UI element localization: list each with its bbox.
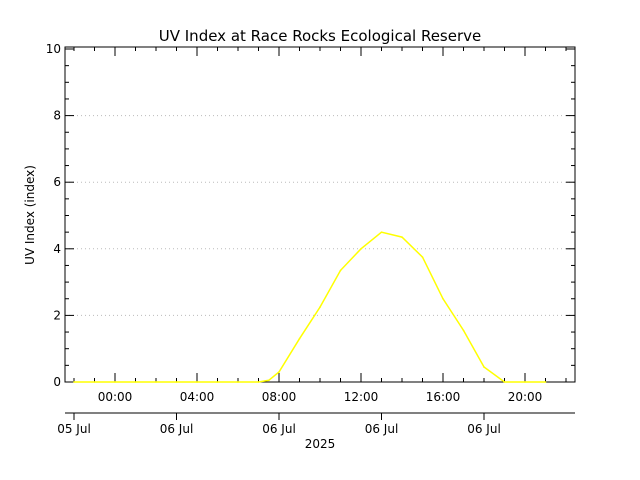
uv-index-point [298, 337, 301, 340]
uv-index-point [421, 256, 424, 258]
y-tick-label: 10 [46, 42, 61, 56]
y-tick-label: 2 [53, 308, 61, 322]
uv-index-point [257, 381, 260, 383]
date-axis: 05 Jul 06 Jul 06 Jul 06 Jul 06 Jul [57, 413, 501, 436]
uv-index-point [175, 381, 178, 383]
uv-index-point [134, 381, 137, 383]
x-tick-label: 08:00 [262, 390, 297, 404]
uv-index-point [267, 379, 270, 382]
x-tick-label: 04:00 [180, 390, 215, 404]
axis-ticks: 0 2 4 6 8 10 00:00 04:00 08:00 12:00 16:00 20:00 [46, 42, 575, 404]
uv-index-point [278, 371, 280, 373]
series-layer [73, 231, 547, 383]
chart-title: UV Index at Race Rocks Ecological Reserv… [159, 27, 482, 45]
uv-index-point [196, 381, 198, 383]
date-tick-label: 06 Jul [160, 422, 194, 436]
uv-index-point [155, 381, 157, 383]
uv-index-point [319, 306, 321, 308]
y-tick-label: 4 [53, 242, 61, 256]
date-tick-label: 06 Jul [467, 422, 501, 436]
uv-index-point [237, 381, 239, 383]
uv-index-series-line [74, 231, 546, 383]
uv-index-point [216, 381, 219, 383]
y-tick-label: 8 [53, 109, 61, 123]
date-tick-label: 06 Jul [365, 422, 399, 436]
uv-index-point [483, 366, 485, 368]
x-tick-label: 20:00 [508, 390, 543, 404]
uv-index-point [360, 248, 362, 250]
plot-frame [64, 46, 576, 383]
uv-index-point [114, 381, 116, 383]
uv-index-point [93, 381, 96, 383]
y-tick-label: 6 [53, 175, 61, 189]
uv-index-point [339, 269, 342, 272]
x-axis-label: 2025 [305, 437, 336, 451]
uv-index-point [524, 381, 526, 383]
uv-index-point [442, 297, 444, 300]
uv-index-point [73, 381, 75, 383]
x-tick-label: 16:00 [426, 390, 461, 404]
date-tick-label: 05 Jul [57, 422, 91, 436]
uv-index-point [462, 329, 465, 332]
y-axis-label: UV Index (index) [23, 165, 37, 265]
uv-index-point [401, 236, 403, 238]
grid-lines [65, 115, 575, 316]
x-tick-label: 00:00 [98, 390, 133, 404]
y-tick-label: 0 [53, 375, 61, 389]
uv-index-point [380, 231, 383, 233]
uv-index-point [544, 381, 547, 383]
date-tick-label: 06 Jul [262, 422, 296, 436]
uv-index-point [503, 381, 506, 383]
x-tick-label: 12:00 [344, 390, 379, 404]
